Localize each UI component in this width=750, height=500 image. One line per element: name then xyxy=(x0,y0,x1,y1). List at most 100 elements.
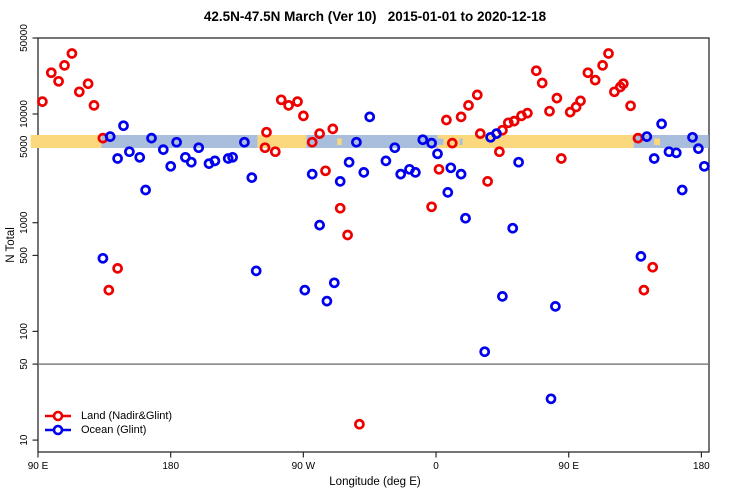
scatter-point-ocean xyxy=(513,156,524,168)
scatter-point-land xyxy=(59,60,70,71)
scatter-point-ocean xyxy=(314,219,325,231)
scatter-point-land xyxy=(314,128,325,139)
strip-speckle-ocean xyxy=(459,138,463,145)
scatter-point-ocean xyxy=(306,168,318,180)
scatter-point-ocean xyxy=(343,156,355,168)
scatter-point-land xyxy=(575,95,586,107)
scatter-point-land xyxy=(555,153,567,164)
scatter-point-land xyxy=(259,142,271,154)
land-series-symbol-icon xyxy=(45,410,71,422)
strip-segment-land xyxy=(30,135,102,148)
scatter-point-land xyxy=(502,117,514,129)
scatter-point-ocean xyxy=(455,168,467,180)
scatter-point-land xyxy=(544,105,555,117)
scatter-point-ocean xyxy=(550,301,561,312)
scatter-point-ocean xyxy=(321,295,333,307)
y-tick-label: 10 xyxy=(19,434,30,446)
scatter-point-land xyxy=(261,126,272,138)
scatter-point-land xyxy=(327,123,339,135)
y-axis-label: N Total xyxy=(5,227,17,263)
scatter-point-land xyxy=(638,284,650,296)
scatter-point-ocean xyxy=(395,168,407,180)
scatter-point-land xyxy=(342,229,353,241)
x-axis-label: Longitude (deg E) xyxy=(329,476,421,488)
x-tick-label: 90 E xyxy=(28,461,49,472)
scatter-point-land xyxy=(269,146,281,158)
x-tick-label: 0 xyxy=(433,461,439,472)
y-tick-label: 50000 xyxy=(19,24,30,52)
scatter-point-land xyxy=(354,418,365,430)
x-tick-label: 180 xyxy=(162,461,179,472)
y-tick-label: 5000 xyxy=(19,135,30,158)
scatter-point-ocean xyxy=(157,144,169,155)
scatter-point-land xyxy=(292,96,303,107)
scatter-point-ocean xyxy=(410,167,421,178)
scatter-point-land xyxy=(551,92,563,104)
strip-speckle-ocean xyxy=(437,138,444,145)
scatter-point-ocean xyxy=(209,155,221,167)
scatter-point-ocean xyxy=(193,142,205,154)
strip-speckle-land xyxy=(337,138,342,145)
scatter-point-land xyxy=(441,114,452,126)
scatter-point-land xyxy=(474,128,486,139)
scatter-point-ocean xyxy=(635,251,647,262)
scatter-point-ocean xyxy=(112,153,123,164)
scatter-point-land xyxy=(482,176,493,187)
strip-speckle-land xyxy=(654,138,661,145)
scatter-point-ocean xyxy=(693,143,704,154)
scatter-point-land xyxy=(530,65,542,77)
scatter-point-ocean xyxy=(97,252,109,264)
scatter-point-land xyxy=(597,60,608,71)
scatter-point-ocean xyxy=(445,162,457,174)
scatter-point-ocean xyxy=(334,176,346,187)
scatter-point-land xyxy=(426,201,437,213)
scatter-point-land xyxy=(37,96,48,107)
scatter-point-ocean xyxy=(491,128,502,139)
legend-item-land: Land (Nadir&Glint) xyxy=(44,409,172,423)
scatter-point-ocean xyxy=(676,184,688,196)
scatter-point-land xyxy=(617,78,629,90)
scatter-point-ocean xyxy=(641,131,653,142)
scatter-point-land xyxy=(494,146,505,158)
scatter-point-ocean xyxy=(426,137,437,149)
scatter-point-land xyxy=(103,284,115,296)
scatter-point-ocean xyxy=(239,136,250,148)
scatter-point-land xyxy=(320,165,331,177)
scatter-point-ocean xyxy=(171,136,182,148)
scatter-point-land xyxy=(88,100,100,111)
scatter-point-land xyxy=(112,263,123,274)
y-tick-label: 100 xyxy=(19,323,30,340)
strip-segment-ocean xyxy=(633,135,709,148)
scatter-point-land xyxy=(647,261,659,273)
y-tick-label: 500 xyxy=(19,247,30,264)
scatter-point-ocean xyxy=(648,153,660,164)
plot-box xyxy=(37,37,710,453)
scatter-point-ocean xyxy=(227,151,238,163)
scatter-point-land xyxy=(455,111,467,123)
scatter-point-ocean xyxy=(104,131,116,142)
scatter-point-ocean xyxy=(417,134,429,146)
scatter-point-ocean xyxy=(545,393,557,405)
scatter-point-land xyxy=(283,100,294,111)
scatter-point-land xyxy=(508,115,520,127)
x-tick-label: 90 E xyxy=(558,461,579,472)
scatter-point-ocean xyxy=(670,147,682,159)
scatter-point-ocean xyxy=(165,160,177,172)
scatter-point-ocean xyxy=(364,111,376,123)
legend-label-ocean: Ocean (Glint) xyxy=(81,424,147,436)
scatter-point-land xyxy=(433,163,445,175)
scatter-point-ocean xyxy=(140,184,151,196)
scatter-point-ocean xyxy=(442,187,454,198)
strip-segment-land xyxy=(437,135,634,148)
scatter-point-ocean xyxy=(687,131,698,143)
scatter-point-ocean xyxy=(124,146,135,158)
scatter-point-land xyxy=(625,100,636,112)
ocean-series-symbol-icon xyxy=(45,424,71,436)
scatter-point-land xyxy=(589,74,601,86)
legend: Land (Nadir&Glint) Ocean (Glint) xyxy=(44,409,172,437)
scatter-point-land xyxy=(298,110,309,122)
scatter-point-land xyxy=(306,136,318,148)
scatter-point-ocean xyxy=(380,155,392,167)
scatter-point-ocean xyxy=(460,212,471,224)
